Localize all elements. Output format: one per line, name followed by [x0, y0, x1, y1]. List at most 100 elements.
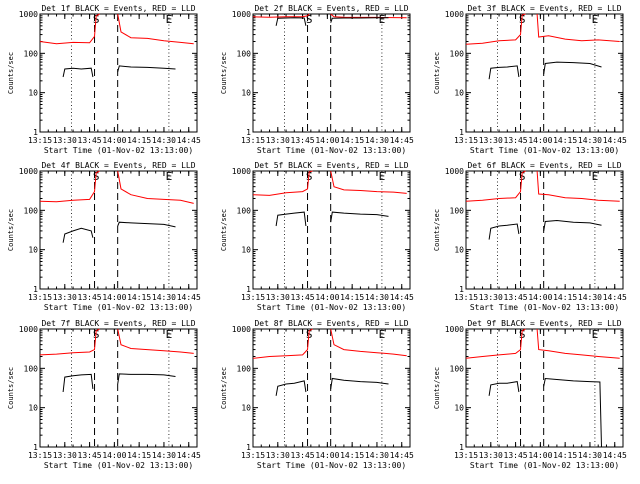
series-line-black [275, 17, 307, 26]
x-tick-label: 13:30 [53, 451, 77, 460]
y-tick-label: 10 [28, 89, 38, 98]
marker-e: E [592, 170, 599, 183]
x-tick-label: 14:30 [365, 136, 389, 145]
y-tick-label: 100 [450, 364, 465, 373]
series-line-red [465, 328, 526, 359]
series-line-red [536, 170, 620, 202]
marker-e: E [166, 328, 173, 341]
y-tick-label: 100 [24, 364, 39, 373]
x-tick-label: 13:15 [241, 451, 265, 460]
series-line-red [465, 13, 526, 45]
x-tick-label: 13:30 [479, 451, 503, 460]
plot-frame [39, 328, 198, 448]
x-tick-label: 14:45 [390, 136, 414, 145]
series-line-black [488, 381, 520, 396]
x-tick-label: 13:30 [266, 293, 290, 302]
x-tick-label: 14:30 [578, 451, 602, 460]
y-tick-label: 100 [237, 206, 252, 215]
series-line-red [536, 13, 620, 42]
chart-title: Det 1f BLACK = Events, RED = LLD [41, 4, 195, 13]
series-line-red [39, 13, 100, 45]
y-tick-label: 1000 [445, 325, 464, 334]
y-tick-label: 100 [237, 364, 252, 373]
y-axis-label: Counts/sec [7, 52, 15, 94]
chart-title: Det 8f BLACK = Events, RED = LLD [254, 319, 408, 328]
chart-panel-8: Det 8f BLACK = Events, RED = LLD 1 10 100 10… [220, 319, 414, 470]
x-tick-label: 14:45 [177, 451, 201, 460]
plot-frame [252, 170, 411, 290]
series-line-red [330, 328, 407, 357]
series-line-red [117, 13, 194, 45]
y-tick-label: 100 [237, 49, 252, 58]
x-tick-label: 14:45 [603, 136, 627, 145]
x-tick-label: 13:30 [53, 293, 77, 302]
marker-s: S [306, 13, 313, 26]
y-tick-label: 1 [246, 128, 251, 137]
chart-panel-4: Det 4f BLACK = Events, RED = LLD 1 10 100 10… [7, 161, 201, 312]
series-line-red [330, 13, 407, 19]
x-tick-label: 13:45 [78, 451, 102, 460]
y-tick-label: 1000 [19, 167, 38, 176]
x-tick-label: 13:45 [291, 451, 315, 460]
x-tick-label: 14:00 [528, 451, 552, 460]
chart-panel-1: Det 1f BLACK = Events, RED = LLD 1 10 100 10… [7, 4, 201, 155]
x-tick-label: 14:15 [127, 451, 151, 460]
x-tick-label: 14:15 [553, 136, 577, 145]
plot-frame [465, 328, 624, 448]
series-line-red [465, 170, 526, 202]
series-line-red [117, 328, 194, 354]
x-tick-label: 14:45 [177, 136, 201, 145]
x-tick-label: 14:30 [365, 293, 389, 302]
plot-frame [252, 13, 411, 133]
x-tick-label: 14:00 [102, 136, 126, 145]
x-tick-label: 14:30 [152, 136, 176, 145]
series-line-red [39, 170, 100, 203]
series-line-black [62, 373, 94, 393]
series-line-black [330, 377, 389, 389]
y-axis-label: Counts/sec [433, 367, 441, 409]
series-line-red [330, 170, 407, 194]
x-tick-label: 14:30 [578, 293, 602, 302]
chart-panel-2: Det 2f BLACK = Events, RED = LLD 1 10 100 10… [220, 4, 414, 155]
marker-e: E [379, 13, 386, 26]
x-tick-label: 14:00 [315, 451, 339, 460]
series-line-black [543, 377, 602, 448]
series-line-black [117, 373, 176, 385]
series-line-red [252, 328, 313, 359]
chart-panel-7: Det 7f BLACK = Events, RED = LLD 1 10 100 10… [7, 319, 201, 470]
chart-panel-6: Det 6f BLACK = Events, RED = LLD 1 10 100 10… [433, 161, 627, 312]
y-tick-label: 10 [28, 404, 38, 413]
x-tick-label: 14:00 [315, 136, 339, 145]
chart-panel-5: Det 5f BLACK = Events, RED = LLD 1 10 100 10… [220, 161, 414, 312]
series-line-red [252, 13, 310, 18]
chart-panel-9: Det 9f BLACK = Events, RED = LLD 1 10 100 10… [433, 319, 627, 470]
x-tick-label: 14:15 [127, 293, 151, 302]
chart-title: Det 7f BLACK = Events, RED = LLD [41, 319, 195, 328]
y-axis-label: Counts/sec [220, 52, 228, 94]
y-tick-label: 1 [459, 285, 464, 294]
x-tick-label: 14:00 [102, 451, 126, 460]
x-tick-label: 14:15 [553, 451, 577, 460]
marker-e: E [379, 170, 386, 183]
series-line-red [39, 328, 100, 356]
series-line-red [536, 328, 620, 359]
x-tick-label: 13:30 [479, 293, 503, 302]
y-tick-label: 1 [459, 443, 464, 452]
x-tick-label: 14:15 [340, 451, 364, 460]
y-tick-label: 1000 [232, 325, 251, 334]
series-line-black [275, 211, 307, 227]
x-tick-label: 14:00 [528, 293, 552, 302]
x-axis-label: Start Time (01-Nov-02 13:13:00) [257, 461, 406, 470]
y-axis-label: Counts/sec [220, 367, 228, 409]
y-tick-label: 1 [246, 285, 251, 294]
x-tick-label: 13:45 [291, 293, 315, 302]
series-line-black [330, 211, 389, 223]
marker-e: E [379, 328, 386, 341]
x-tick-label: 14:30 [152, 451, 176, 460]
x-axis-label: Start Time (01-Nov-02 13:13:00) [470, 146, 619, 155]
chart-title: Det 4f BLACK = Events, RED = LLD [41, 161, 195, 170]
x-axis-label: Start Time (01-Nov-02 13:13:00) [257, 303, 406, 312]
y-tick-label: 100 [450, 206, 465, 215]
x-tick-label: 14:45 [603, 293, 627, 302]
